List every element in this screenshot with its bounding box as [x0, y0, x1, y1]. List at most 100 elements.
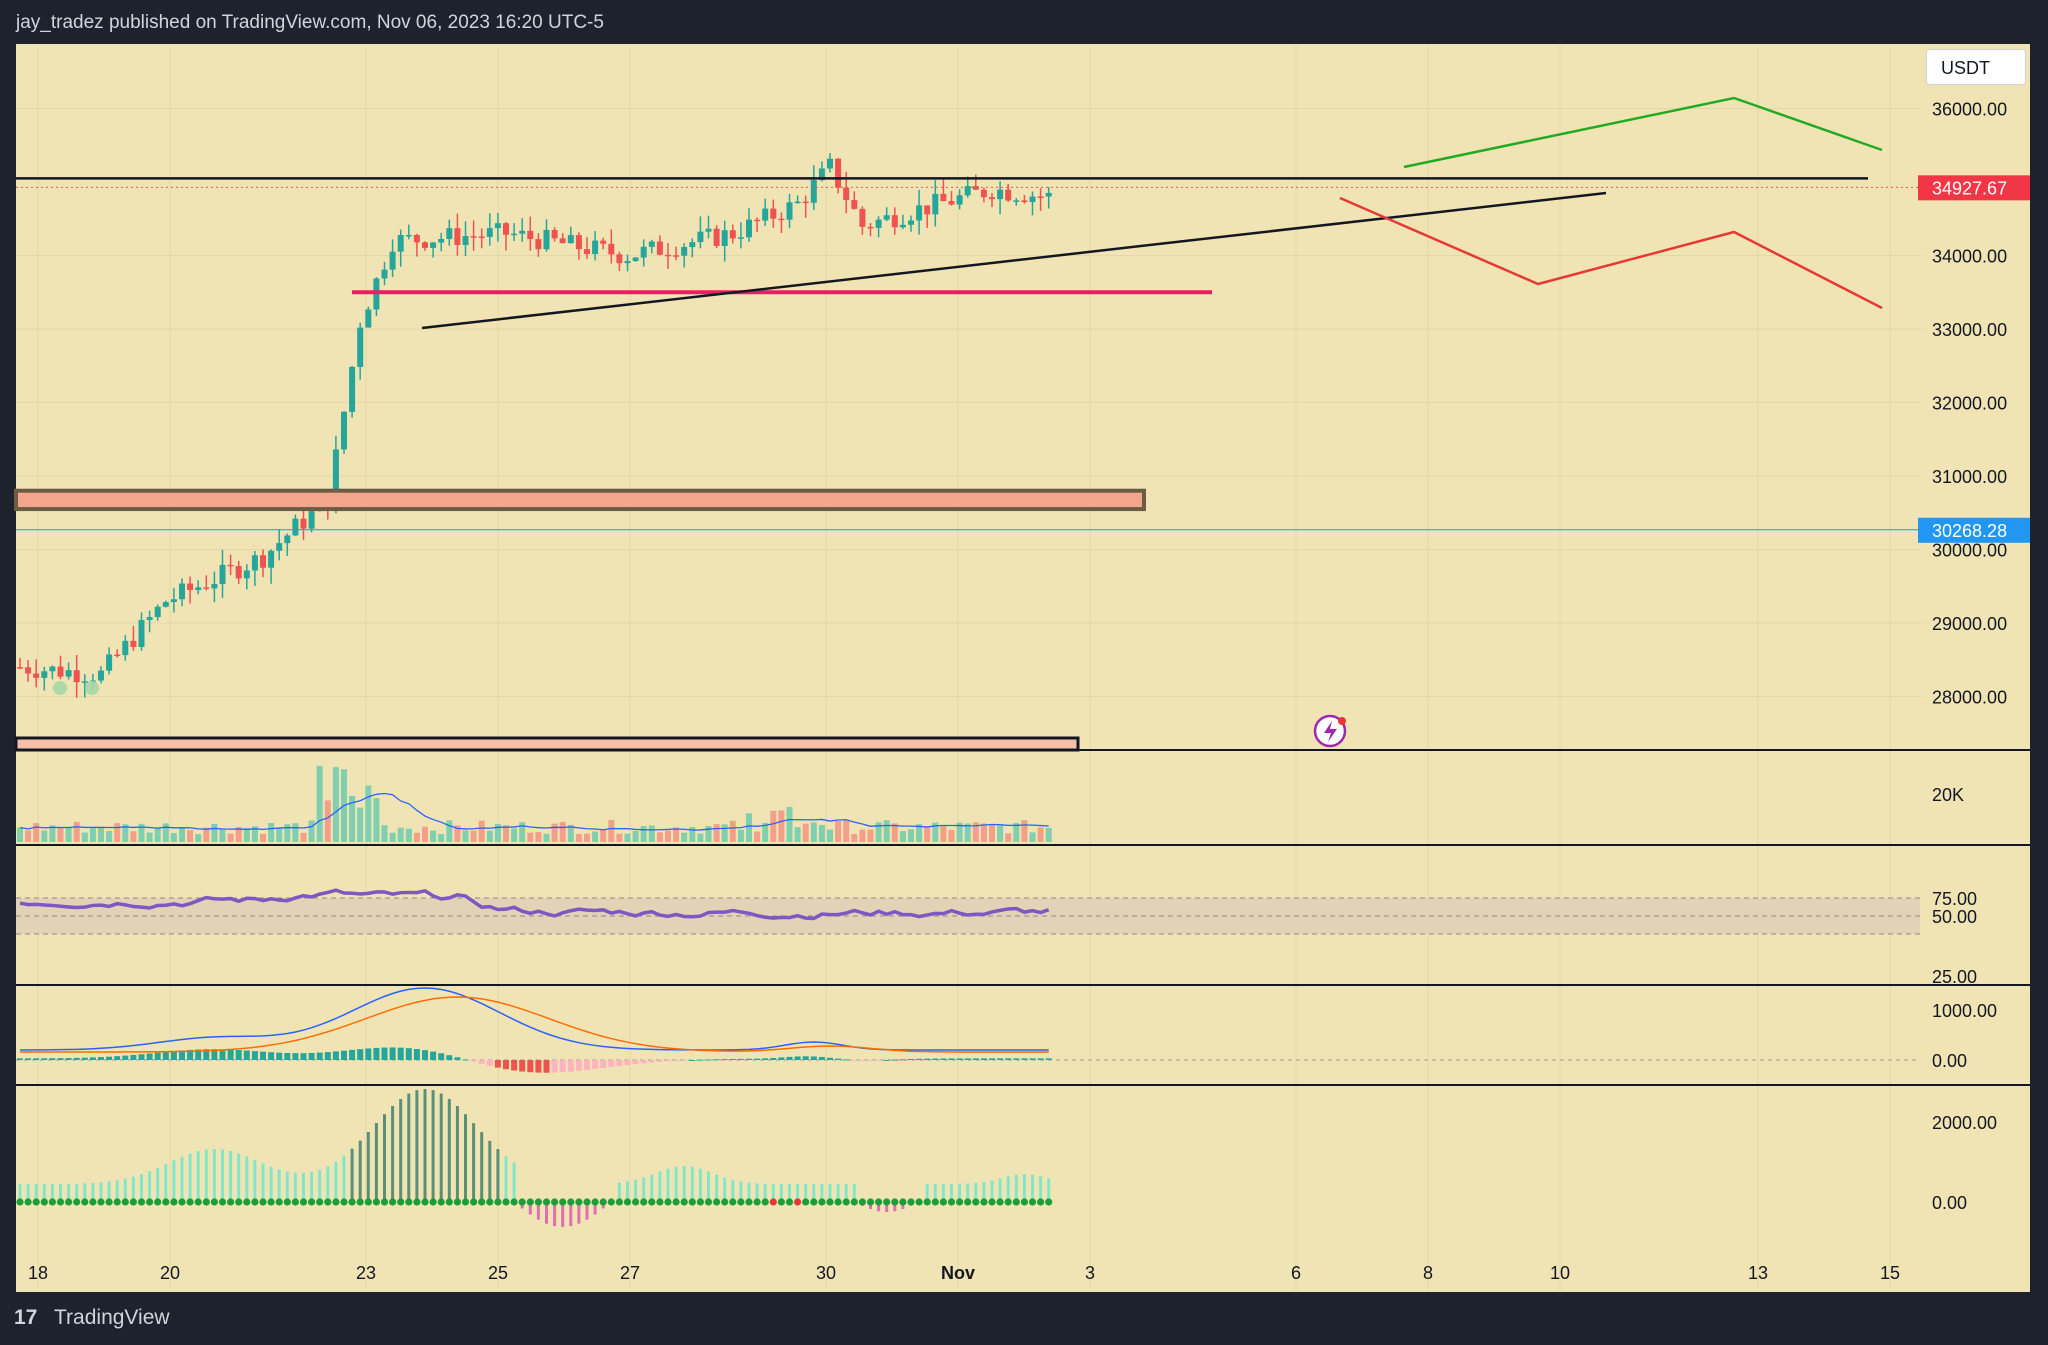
- momentum-bar: [318, 1169, 322, 1202]
- momentum-bar: [958, 1183, 962, 1202]
- momentum-dot: [1028, 1198, 1037, 1206]
- momentum-bar: [302, 1172, 305, 1202]
- candle-body: [746, 219, 752, 238]
- currency-selector[interactable]: USDT: [1926, 49, 2026, 85]
- momentum-dot: [437, 1198, 445, 1206]
- candle-body: [802, 201, 809, 204]
- volume-bar: [762, 822, 769, 842]
- last-price-label: 34927.67: [1932, 178, 2007, 198]
- volume-bar: [705, 826, 712, 842]
- momentum-axis-label: 0.00: [1932, 1193, 1967, 1213]
- top-bar: jay_tradez published on TradingView.com,…: [0, 0, 2048, 44]
- momentum-dot: [194, 1198, 202, 1206]
- macd-hist-bar: [713, 1059, 720, 1061]
- candle-body: [1013, 200, 1020, 202]
- momentum-dot: [275, 1198, 283, 1206]
- macd-hist-bar: [503, 1060, 509, 1070]
- candle-body: [592, 240, 599, 255]
- tradingview-brand[interactable]: TradingView: [54, 1306, 170, 1329]
- volume-bar: [73, 821, 80, 842]
- candle-body: [357, 327, 364, 367]
- momentum-bar: [447, 1098, 451, 1202]
- momentum-bar: [1014, 1174, 1018, 1202]
- momentum-dot: [721, 1198, 729, 1206]
- candle-body: [17, 667, 23, 669]
- candle-body: [762, 208, 769, 221]
- macd-hist-bar: [130, 1054, 137, 1060]
- macd-hist-bar: [316, 1052, 323, 1060]
- candle-body: [422, 242, 428, 248]
- momentum-dot: [834, 1198, 842, 1206]
- macd-hist-bar: [786, 1056, 793, 1060]
- macd-hist-bar: [33, 1058, 40, 1060]
- momentum-dot: [931, 1198, 939, 1206]
- tradingview-logo-icon[interactable]: 17: [14, 1306, 38, 1329]
- macd-hist-bar: [98, 1057, 104, 1060]
- macd-axis-label: 0.00: [1932, 1051, 1967, 1071]
- candle-body: [365, 309, 372, 328]
- candle-body: [697, 231, 704, 243]
- macd-hist-bar: [397, 1047, 404, 1060]
- momentum-dot: [907, 1198, 915, 1206]
- momentum-dot: [113, 1198, 121, 1206]
- volume-bar: [794, 827, 801, 842]
- momentum-bar: [277, 1169, 281, 1202]
- volume-bar: [883, 820, 890, 842]
- volume-bar: [624, 833, 631, 842]
- momentum-bar: [933, 1183, 937, 1202]
- macd-hist-bar: [122, 1055, 129, 1060]
- macd-hist-bar: [170, 1051, 177, 1060]
- marker-price-tag: [1918, 517, 2030, 543]
- momentum-dot: [137, 1198, 146, 1206]
- candle-body: [98, 670, 104, 681]
- volume-bar: [527, 832, 534, 842]
- candle-body: [308, 511, 315, 529]
- macd-hist-bar: [810, 1056, 817, 1060]
- candle-body: [203, 587, 210, 589]
- macd-hist-bar: [162, 1051, 169, 1060]
- candle-body: [25, 667, 32, 674]
- momentum-bar: [723, 1177, 727, 1202]
- volume-bar: [373, 798, 380, 842]
- candle-body: [648, 241, 655, 247]
- candle-body: [430, 242, 437, 248]
- macd-hist-bar: [875, 1060, 882, 1061]
- candle-body: [268, 550, 275, 568]
- volume-bar: [689, 827, 696, 842]
- momentum-bar: [83, 1183, 87, 1202]
- price-axis-label: 32000.00: [1932, 394, 2007, 414]
- macd-axis-label: 1000.00: [1932, 1001, 1997, 1021]
- momentum-bar: [642, 1177, 646, 1202]
- momentum-bar: [107, 1181, 111, 1202]
- momentum-bar: [455, 1106, 459, 1202]
- candle-body: [462, 236, 469, 245]
- momentum-bar: [350, 1148, 354, 1202]
- volume-bar: [908, 829, 914, 842]
- momentum-bar: [91, 1182, 95, 1202]
- bear-projection-path: [1339, 196, 1883, 310]
- momentum-dot: [599, 1198, 607, 1206]
- trading-chart[interactable]: 36000.0034000.0033000.0032000.0031000.00…: [0, 0, 2048, 1292]
- momentum-bar: [771, 1183, 775, 1202]
- momentum-dot: [81, 1198, 89, 1206]
- macd-hist-bar: [341, 1050, 347, 1060]
- volume-bar: [802, 823, 809, 842]
- momentum-bar: [820, 1183, 824, 1202]
- momentum-dot: [947, 1198, 956, 1206]
- momentum-dot: [283, 1198, 291, 1206]
- candle-body: [608, 243, 615, 255]
- momentum-dot: [964, 1198, 972, 1206]
- macd-hist-bar: [948, 1058, 955, 1060]
- macd-hist-bar: [138, 1054, 145, 1060]
- macd-hist-bar: [1037, 1058, 1044, 1060]
- macd-hist-bar: [956, 1058, 963, 1060]
- momentum-dot: [729, 1198, 737, 1206]
- candle-body: [446, 228, 453, 239]
- time-axis-label: 25: [488, 1263, 508, 1283]
- candle-body: [300, 518, 307, 529]
- volume-bar: [778, 810, 785, 842]
- candles: [17, 153, 1052, 698]
- candle-body: [1005, 189, 1012, 201]
- candle-body: [389, 251, 396, 270]
- volume-bar: [413, 832, 420, 842]
